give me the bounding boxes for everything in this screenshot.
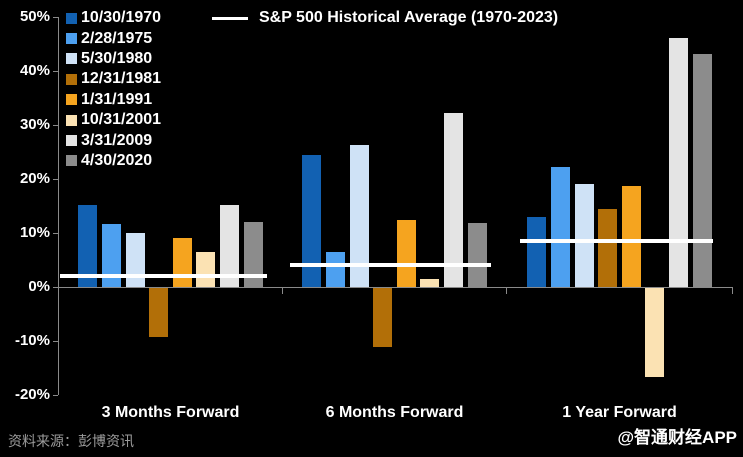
x-axis-tick bbox=[282, 287, 283, 294]
legend-label: 12/31/1981 bbox=[81, 70, 162, 88]
bar-12-31-1981-1-year-forward bbox=[598, 208, 618, 287]
legend-item: 10/30/1970 bbox=[66, 8, 161, 28]
legend-label: 3/31/2009 bbox=[81, 131, 153, 149]
bar-1-31-1991-6-months-forward bbox=[396, 219, 416, 287]
bar-10-31-2001-3-months-forward bbox=[196, 251, 216, 287]
bar-1-31-1991-3-months-forward bbox=[172, 237, 192, 287]
y-axis-line bbox=[58, 17, 59, 395]
legend-swatch-icon bbox=[66, 53, 77, 65]
x-axis-tick bbox=[732, 287, 733, 294]
data-source-note: 资料来源：彭博资讯 bbox=[8, 433, 134, 449]
bar-4-30-2020-3-months-forward bbox=[243, 221, 263, 287]
legend-label: 10/31/2001 bbox=[81, 111, 162, 129]
y-axis-tick bbox=[53, 341, 58, 342]
x-axis-category-label: 3 Months Forward bbox=[101, 404, 240, 421]
legend-item: 3/31/2009 bbox=[66, 130, 161, 150]
legend-swatch-icon bbox=[66, 94, 77, 106]
bar-12-31-1981-6-months-forward bbox=[373, 288, 393, 348]
y-axis-label: -20% bbox=[14, 386, 50, 403]
bar-1-31-1991-1-year-forward bbox=[621, 186, 641, 287]
bar-10-30-1970-3-months-forward bbox=[78, 205, 98, 287]
y-axis-label: 10% bbox=[19, 224, 50, 241]
bar-10-30-1970-1-year-forward bbox=[527, 216, 547, 287]
bar-10-31-2001-1-year-forward bbox=[645, 288, 665, 378]
legend-swatch-icon bbox=[66, 12, 77, 24]
bar-2-28-1975-6-months-forward bbox=[325, 251, 345, 287]
y-axis-tick bbox=[53, 395, 58, 396]
legend-item: 2/28/1975 bbox=[66, 28, 161, 48]
watermark: @智通财经APP bbox=[617, 428, 737, 447]
x-axis-line bbox=[58, 287, 732, 288]
y-axis-label: -10% bbox=[14, 332, 50, 349]
legend-item: 10/31/2001 bbox=[66, 110, 161, 130]
legend-item: 1/31/1991 bbox=[66, 90, 161, 110]
legend-item: 4/30/2020 bbox=[66, 151, 161, 171]
x-axis-tick bbox=[506, 287, 507, 294]
bar-12-31-1981-3-months-forward bbox=[149, 288, 169, 337]
y-axis-tick bbox=[53, 233, 58, 234]
legend-swatch-icon bbox=[66, 33, 77, 45]
bar-5-30-1980-3-months-forward bbox=[125, 233, 145, 287]
bar-5-30-1980-6-months-forward bbox=[349, 144, 369, 287]
legend-label: 5/30/1980 bbox=[81, 49, 153, 67]
legend-swatch-icon bbox=[66, 155, 77, 167]
x-axis-category-label: 6 Months Forward bbox=[325, 404, 464, 421]
bar-4-30-2020-1-year-forward bbox=[692, 53, 712, 287]
x-axis-category-label: 1 Year Forward bbox=[562, 404, 677, 421]
average-line-segment bbox=[520, 238, 713, 243]
legend-label: 2/28/1975 bbox=[81, 29, 153, 47]
bar-10-31-2001-6-months-forward bbox=[420, 279, 440, 287]
y-axis-tick bbox=[53, 17, 58, 18]
y-axis-label: 20% bbox=[19, 170, 50, 187]
average-line-segment bbox=[60, 274, 267, 279]
legend-swatch-icon bbox=[66, 73, 77, 85]
y-axis-tick bbox=[53, 71, 58, 72]
series-legend: 10/30/1970 2/28/1975 5/30/1980 12/31/1981 1/… bbox=[66, 8, 161, 171]
y-axis-label: 0% bbox=[28, 278, 50, 295]
legend-label: 1/31/1991 bbox=[81, 90, 153, 108]
bar-2-28-1975-3-months-forward bbox=[101, 223, 121, 287]
bar-5-30-1980-1-year-forward bbox=[574, 183, 594, 287]
y-axis-tick bbox=[53, 125, 58, 126]
legend-item: 5/30/1980 bbox=[66, 49, 161, 69]
bar-2-28-1975-1-year-forward bbox=[550, 166, 570, 287]
average-line-icon bbox=[212, 16, 248, 20]
legend-item: 12/31/1981 bbox=[66, 69, 161, 89]
bar-3-31-2009-1-year-forward bbox=[669, 37, 689, 287]
y-axis-label: 30% bbox=[19, 116, 50, 133]
average-line-legend: S&P 500 Historical Average (1970-2023) bbox=[212, 8, 558, 28]
average-line-segment bbox=[290, 263, 491, 268]
legend-label: 4/30/2020 bbox=[81, 151, 153, 169]
bar-4-30-2020-6-months-forward bbox=[467, 222, 487, 287]
bar-10-30-1970-6-months-forward bbox=[302, 154, 322, 287]
y-axis-tick bbox=[53, 179, 58, 180]
legend-label: 10/30/1970 bbox=[81, 9, 162, 27]
average-line-label: S&P 500 Historical Average (1970-2023) bbox=[259, 9, 559, 26]
y-axis-label: 50% bbox=[19, 8, 50, 25]
bar-3-31-2009-3-months-forward bbox=[220, 204, 240, 287]
y-axis-tick bbox=[53, 287, 58, 288]
y-axis-label: 40% bbox=[19, 62, 50, 79]
legend-swatch-icon bbox=[66, 114, 77, 126]
legend-swatch-icon bbox=[66, 135, 77, 147]
bar-3-31-2009-6-months-forward bbox=[444, 112, 464, 287]
